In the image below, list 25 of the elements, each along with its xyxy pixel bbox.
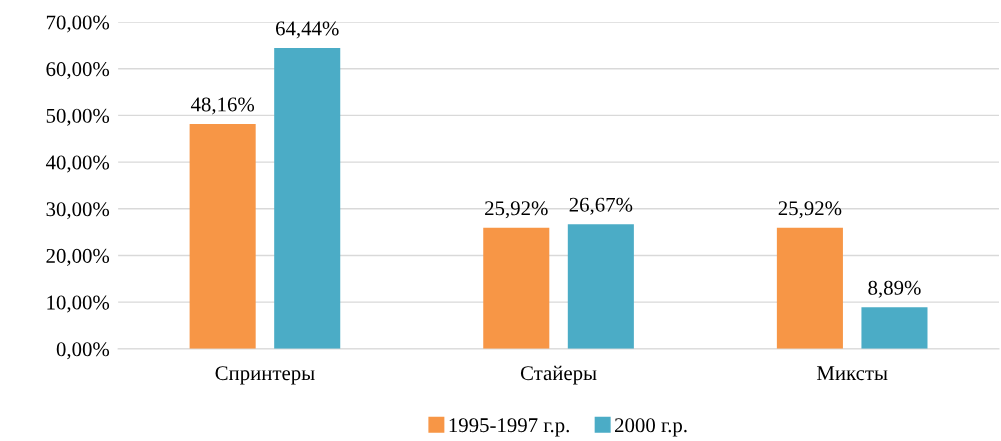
data-label: 64,44% — [275, 21, 339, 39]
x-tick-label: Стайеры — [520, 365, 597, 385]
data-label: 26,67% — [569, 197, 633, 215]
data-label: 48,16% — [190, 97, 255, 115]
y-tick-label: 70,00% — [46, 15, 110, 33]
bar — [189, 124, 256, 349]
y-tick-label: 40,00% — [45, 155, 110, 173]
y-tick-label: 10,00% — [47, 295, 110, 313]
data-label: 25,92% — [485, 201, 548, 219]
y-tick-label: 0,00% — [56, 342, 110, 360]
legend-label: 1995-1997 г.р. — [449, 418, 569, 437]
data-label: 8,89% — [868, 280, 921, 298]
x-tick-label: Спринтеры — [215, 366, 315, 385]
x-tick-label: Миксты — [816, 366, 888, 381]
bar — [483, 227, 550, 349]
bar — [567, 224, 634, 349]
y-tick-label: 50,00% — [46, 108, 110, 126]
y-tick-label: 30,00% — [46, 202, 110, 220]
y-tick-label: 60,00% — [46, 62, 110, 80]
data-label: 25,92% — [778, 201, 842, 219]
legend-label: 2000 г.р. — [615, 418, 687, 437]
bar — [274, 48, 341, 349]
y-tick-label: 20,00% — [46, 248, 110, 266]
bar — [776, 227, 843, 349]
bar — [861, 307, 928, 349]
